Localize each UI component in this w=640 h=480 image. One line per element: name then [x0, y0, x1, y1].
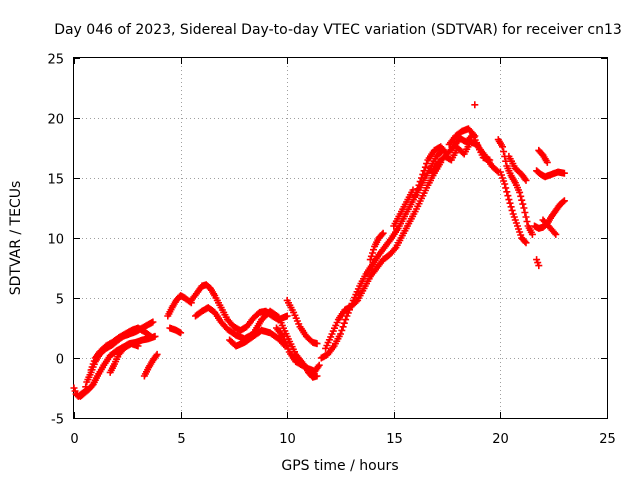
series-track-x: [533, 256, 543, 270]
y-tick-label: 0: [56, 353, 64, 368]
point-markers: [366, 229, 387, 264]
points-layer: [70, 101, 568, 400]
point-markers: [533, 256, 543, 270]
y-tick-label: 5: [56, 293, 64, 308]
series-track-m: [317, 146, 447, 362]
point-markers: [494, 136, 536, 238]
series-track-s: [445, 125, 479, 148]
point-markers: [283, 296, 321, 348]
point-markers: [505, 152, 530, 184]
grid-layer: [74, 58, 607, 418]
series-track-d: [106, 340, 142, 376]
series-track-p: [390, 186, 417, 230]
series-track-u: [494, 136, 536, 238]
series-track-n: [322, 158, 445, 352]
x-tick-label: 10: [279, 432, 296, 447]
x-tick-label: 15: [386, 432, 403, 447]
point-markers: [164, 292, 195, 320]
y-tick-label: 20: [47, 113, 64, 128]
series-track-t: [471, 101, 479, 109]
series-track-o: [366, 229, 387, 264]
series-track-e: [140, 350, 161, 380]
x-axis-label: GPS time / hours: [281, 458, 398, 474]
point-markers: [539, 216, 560, 238]
y-tick-label: 10: [47, 233, 64, 248]
series-track-r: [428, 138, 494, 176]
point-markers: [533, 167, 568, 181]
chart-title: Day 046 of 2023, Sidereal Day-to-day VTE…: [54, 22, 622, 38]
series-track-c: [87, 324, 155, 374]
y-tick-label: 15: [47, 173, 64, 188]
point-markers: [317, 146, 447, 362]
series-track-v: [496, 168, 530, 247]
y-tick-label: -5: [51, 413, 64, 428]
point-markers: [226, 326, 289, 350]
point-markers: [166, 324, 185, 337]
series-track-f: [164, 292, 195, 320]
y-axis-label: SDTVAR / TECUs: [8, 181, 24, 296]
series-track-aa: [535, 146, 551, 166]
point-markers: [140, 350, 161, 380]
plot-frame: [73, 57, 608, 419]
series-track-k: [273, 324, 323, 375]
point-markers: [322, 158, 445, 352]
series-track-g: [166, 324, 185, 337]
point-markers: [273, 324, 323, 375]
series-track-j: [226, 326, 289, 350]
point-markers: [106, 340, 142, 376]
x-tick-label: 5: [177, 432, 185, 447]
point-markers: [535, 146, 551, 166]
series-track-bb: [539, 216, 560, 238]
y-tick-label: 25: [47, 53, 64, 68]
point-markers: [428, 138, 494, 176]
series-track-l: [283, 296, 321, 348]
series-track-w: [505, 152, 530, 184]
point-markers: [87, 324, 155, 374]
point-markers: [390, 186, 417, 230]
x-tick-label: 20: [492, 432, 509, 447]
x-tick-label: 25: [599, 432, 616, 447]
point-markers: [471, 101, 479, 109]
tick-layer: 0 5 10 15 20 25 -5 0 5 10 15 20 25: [47, 53, 615, 448]
series-track-z: [533, 167, 568, 181]
x-tick-label: 0: [70, 432, 78, 447]
point-markers: [445, 125, 479, 148]
point-markers: [496, 168, 530, 247]
